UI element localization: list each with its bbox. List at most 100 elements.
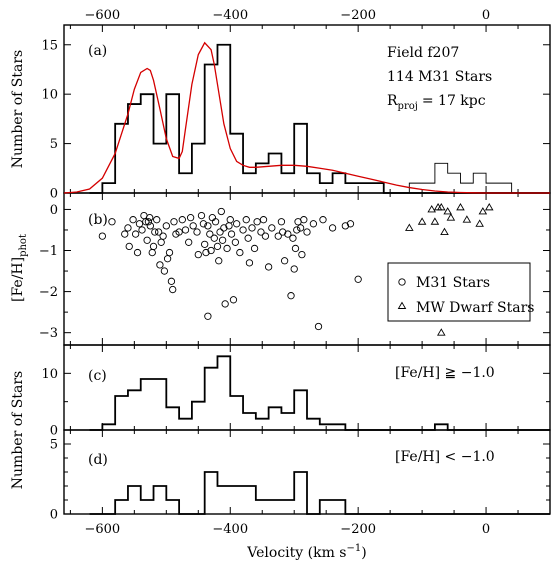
x-tick-label-bottom: 0 <box>482 522 490 537</box>
m31-star-point <box>309 220 318 228</box>
m31-star-point <box>354 275 362 283</box>
y-tick-label: 0 <box>50 203 58 218</box>
rproj-sub: proj <box>398 101 418 112</box>
y-tick-label: 0 <box>50 508 58 523</box>
m31-star-point <box>239 226 247 234</box>
data-layer <box>63 41 550 515</box>
m31-star-point <box>199 220 208 228</box>
m31-star-point <box>167 277 176 285</box>
tick-layer: −600 −400 −200 0−600 −400 −200 00510150−1−2−30… <box>39 8 551 537</box>
y-axis-label-mid: [Fe/H]phot <box>10 234 29 302</box>
mw-dwarf-point <box>430 217 440 225</box>
m31-star-point <box>207 246 215 255</box>
mw-dwarf-point <box>440 227 449 235</box>
m31-star-point <box>146 222 154 230</box>
mw-dwarf-point <box>484 202 494 211</box>
m31-star-point <box>346 220 355 228</box>
star-count-annotation: 114 M31 Stars <box>387 69 492 85</box>
x-axis-label-sup: −1 <box>346 543 361 554</box>
m31-star-point <box>124 224 132 232</box>
y-axis-label-top: Number of Stars <box>10 50 26 168</box>
m31-star-point <box>133 248 142 257</box>
rproj-annotation: Rproj = 17 kpc <box>387 93 486 112</box>
m31-star-point <box>202 248 210 257</box>
m31-star-point <box>277 218 286 226</box>
fit-curve <box>63 41 550 194</box>
histogram-metal-poor <box>89 471 550 515</box>
histogram-all <box>89 43 550 194</box>
x-tick-label-bottom: −400 <box>212 522 248 537</box>
m31-star-point <box>194 250 202 259</box>
m31-star-point <box>290 265 298 273</box>
m31-star-point <box>197 211 206 220</box>
m31-star-point <box>264 263 273 271</box>
mw-dwarf-point <box>462 215 472 223</box>
m31-star-point <box>148 248 156 257</box>
panel-label-c: (c) <box>88 368 107 384</box>
m31-star-point <box>178 216 186 224</box>
m31-star-point <box>231 238 240 246</box>
m31-star-point <box>162 222 170 230</box>
m31-star-point <box>244 234 252 242</box>
condition-c: [Fe/H] ≧ −1.0 <box>395 365 495 381</box>
m31-star-point <box>159 232 167 240</box>
m31-star-point <box>163 255 172 263</box>
m31-star-point <box>223 244 231 253</box>
m31-star-point <box>125 242 133 251</box>
m31-star-point <box>201 240 209 249</box>
m31-star-point <box>229 296 238 304</box>
x-axis-label: Velocity (km s−1) <box>246 543 366 561</box>
m31-star-point <box>341 222 350 230</box>
m31-star-point <box>135 220 144 228</box>
m31-star-point <box>274 232 282 240</box>
legend-circle-marker <box>398 278 406 286</box>
mw-dwarf-point <box>437 202 446 211</box>
m31-star-point <box>211 218 220 226</box>
x-tick-label-top: −400 <box>212 8 248 23</box>
y-tick-label: 0 <box>50 424 58 439</box>
x-tick-label-top: −600 <box>85 8 121 23</box>
panel-label-a: (a) <box>88 43 107 59</box>
panel-label-b: (b) <box>88 212 108 228</box>
m31-star-point <box>153 216 161 224</box>
y-tick-label: 0 <box>50 187 58 202</box>
m31-star-point <box>289 234 297 242</box>
y-tick-label: 10 <box>41 367 58 382</box>
y-tick-label: 10 <box>41 88 58 103</box>
mw-dwarf-point <box>437 328 446 336</box>
m31-star-point <box>146 213 154 222</box>
m31-star-point <box>261 232 270 240</box>
m31-star-point <box>250 244 259 253</box>
m31-star-point <box>328 224 337 232</box>
mw-dwarf-point <box>427 205 436 213</box>
m31-star-point <box>142 218 150 226</box>
legend-triangle-marker <box>397 301 407 309</box>
m31-star-point <box>210 234 218 242</box>
m31-star-point <box>186 213 195 222</box>
m31-star-point <box>131 230 140 238</box>
m31-star-point <box>319 216 327 224</box>
legend-label-m31: M31 Stars <box>416 275 490 291</box>
m31-star-point <box>300 216 308 224</box>
m31-star-point <box>293 226 301 234</box>
x-axis-label-end: ) <box>361 545 366 561</box>
m31-star-point <box>108 218 116 226</box>
mw-dwarf-point <box>456 202 465 211</box>
y-tick-label: −3 <box>39 326 58 341</box>
m31-star-point <box>156 261 164 269</box>
m31-star-point <box>287 292 295 300</box>
m31-star-point <box>314 322 323 331</box>
m31-star-point <box>298 250 306 259</box>
mw-dwarf-point <box>478 207 488 215</box>
m31-star-point <box>208 213 217 222</box>
m31-star-point <box>218 236 227 244</box>
m31-star-point <box>245 259 254 267</box>
m31-star-point <box>175 228 183 236</box>
m31-star-point <box>157 238 165 246</box>
m31-star-point <box>193 228 201 236</box>
y-axis-label-mid-main: [Fe/H] <box>10 257 26 302</box>
mw-dwarf-point <box>405 223 414 231</box>
m31-star-point <box>204 222 212 230</box>
y-tick-label: 5 <box>50 137 58 152</box>
